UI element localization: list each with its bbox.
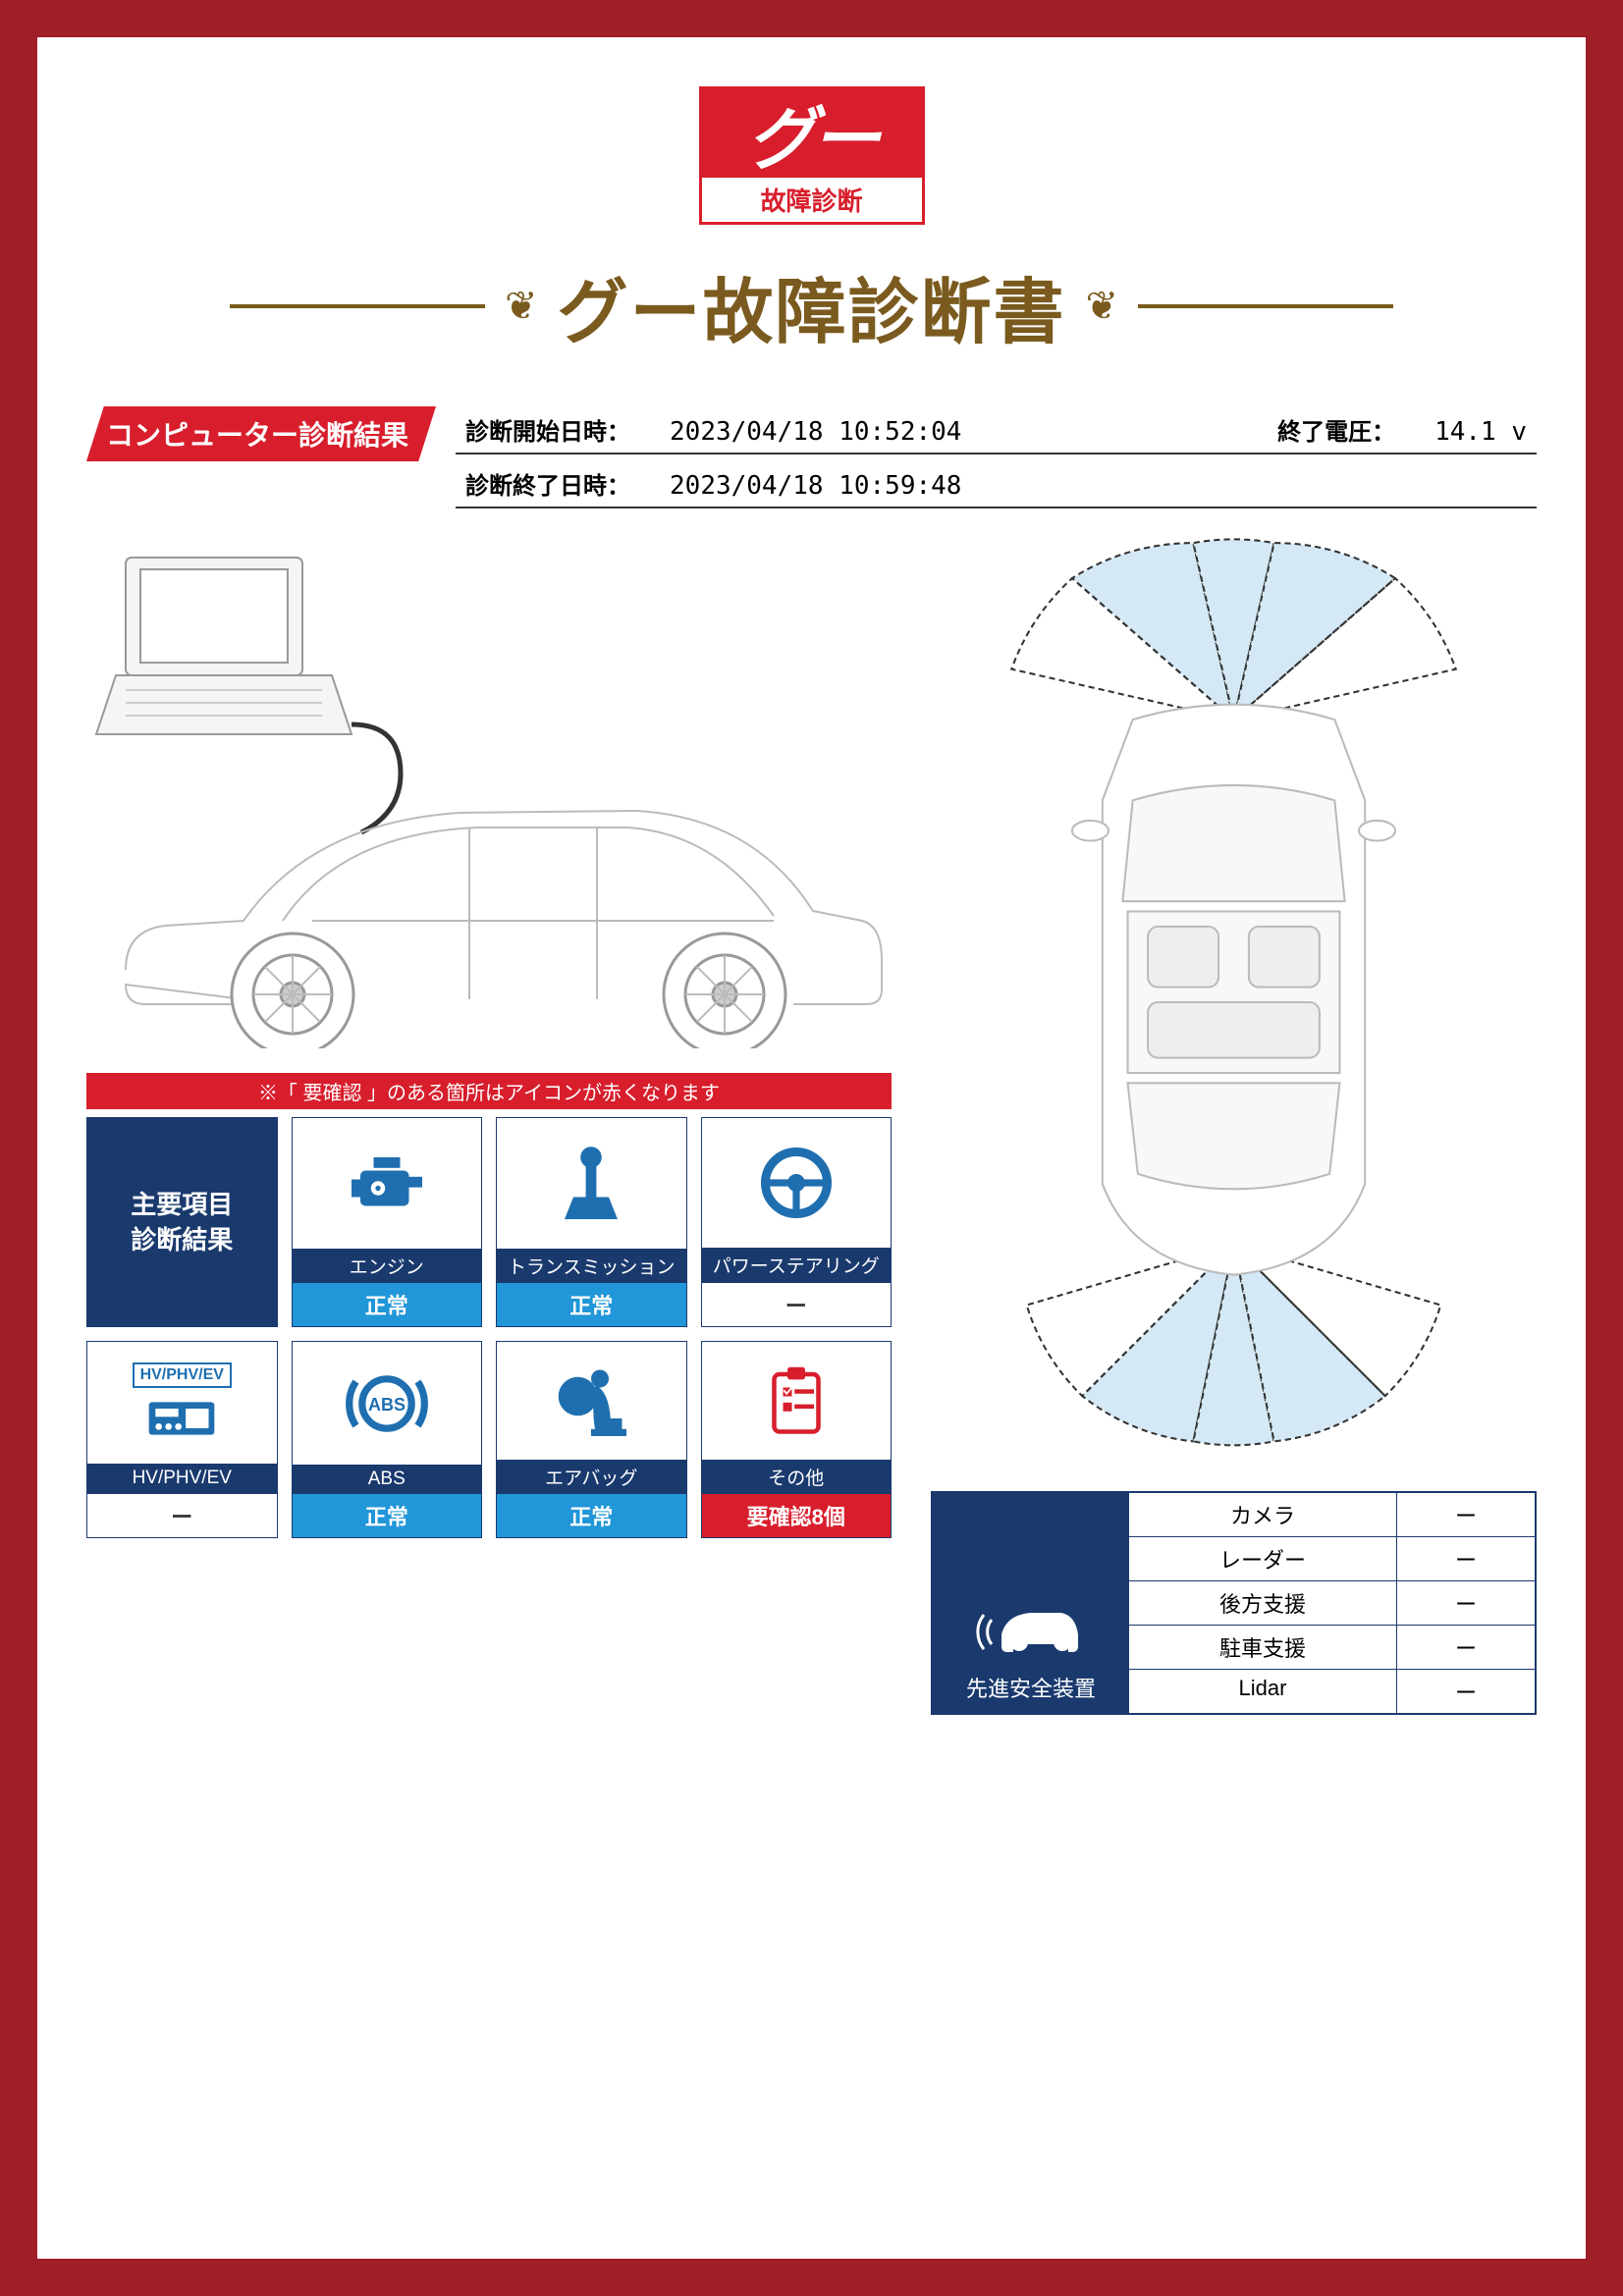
tile-status: 要確認8個 (702, 1494, 892, 1537)
certificate-frame: グー 故障診断 ❦ グー故障診断書 ❦ コンピューター診断結果 診断開始日時： … (0, 0, 1623, 2296)
brand-subtitle: 故障診断 (702, 178, 922, 222)
tile-transmission: トランスミッション 正常 (496, 1117, 687, 1327)
start-time-label: 診断開始日時： (465, 412, 630, 447)
safety-row: 駐車支援 ー (1129, 1626, 1535, 1670)
section-tab: コンピューター診断結果 (86, 406, 436, 461)
safety-table-header: 先進安全装置 (933, 1493, 1129, 1713)
tile-status: 正常 (497, 1283, 686, 1326)
safety-rows: カメラ ー レーダー ー 後方支援 ー 駐車支援 (1129, 1493, 1535, 1713)
tile-status: ー (702, 1282, 892, 1326)
title-rule-left (230, 304, 485, 308)
airbag-icon (497, 1342, 686, 1460)
tiles-header-label: 主要項目 診断結果 (87, 1118, 277, 1326)
car-sensor-icon (972, 1585, 1090, 1664)
tile-status: 正常 (497, 1494, 686, 1537)
tile-name: エンジン (293, 1249, 482, 1283)
abs-icon: ABS (293, 1342, 482, 1465)
svg-text:ABS: ABS (368, 1395, 406, 1415)
transmission-icon (497, 1118, 686, 1249)
safety-row: カメラ ー (1129, 1493, 1535, 1537)
tile-airbag: エアバッグ 正常 (496, 1341, 687, 1538)
engine-icon (293, 1118, 482, 1249)
safety-row-value: ー (1397, 1493, 1535, 1536)
tile-status: 正常 (293, 1283, 482, 1326)
tile-power-steering: パワーステアリング ー (701, 1117, 893, 1327)
steering-icon (702, 1118, 892, 1248)
diagnostic-tiles: 主要項目 診断結果 エンジン 正常 トランスミッション (86, 1117, 892, 1538)
hvphvev-icon: HV/PHV/EV (87, 1342, 277, 1464)
tile-name: パワーステアリング (702, 1248, 892, 1282)
page-content: グー 故障診断 ❦ グー故障診断書 ❦ コンピューター診断結果 診断開始日時： … (37, 37, 1586, 2259)
car-side-diagram: ※「 要確認 」のある箇所はアイコンが赤くなります 主要項目 診断結果 エンジン… (86, 538, 892, 1715)
title-rule-right (1138, 304, 1393, 308)
meta-row-start: 診断開始日時： 2023/04/18 10:52:04 終了電圧： 14.1 v (456, 406, 1537, 454)
safety-row-name: Lidar (1129, 1670, 1397, 1713)
tile-name: ABS (293, 1465, 482, 1494)
tile-status: ー (87, 1493, 277, 1537)
start-time-value: 2023/04/18 10:52:04 (670, 417, 961, 447)
safety-row-name: 後方支援 (1129, 1581, 1397, 1625)
brand-name: グー (747, 84, 877, 184)
flourish-icon: ❦ (505, 284, 538, 329)
tile-name: トランスミッション (497, 1249, 686, 1283)
safety-table: 先進安全装置 カメラ ー レーダー ー 後方支援 ー (931, 1491, 1537, 1715)
flourish-icon: ❦ (1086, 284, 1119, 329)
diagram-row: ※「 要確認 」のある箇所はアイコンが赤くなります 主要項目 診断結果 エンジン… (86, 538, 1537, 1715)
voltage-value: 14.1 v (1434, 417, 1527, 447)
safety-row-value: ー (1397, 1581, 1535, 1625)
safety-row-value: ー (1397, 1626, 1535, 1669)
tiles-header: 主要項目 診断結果 (86, 1117, 278, 1327)
safety-row-value: ー (1397, 1670, 1535, 1713)
tile-name: エアバッグ (497, 1460, 686, 1494)
meta-row-end: 診断終了日時： 2023/04/18 10:59:48 (456, 460, 1537, 508)
end-time-value: 2023/04/18 10:59:48 (670, 471, 961, 501)
safety-row-name: レーダー (1129, 1537, 1397, 1580)
page-title: グー故障診断書 (557, 254, 1065, 357)
safety-row: Lidar ー (1129, 1670, 1535, 1713)
safety-row: 後方支援 ー (1129, 1581, 1535, 1626)
tile-name: その他 (702, 1460, 892, 1494)
tile-engine: エンジン 正常 (292, 1117, 483, 1327)
other-icon (702, 1342, 892, 1460)
brand-logo: グー 故障診断 (699, 86, 925, 225)
title-row: ❦ グー故障診断書 ❦ (86, 254, 1537, 357)
end-time-label: 診断終了日時： (465, 466, 630, 501)
safety-row-value: ー (1397, 1537, 1535, 1580)
safety-row: レーダー ー (1129, 1537, 1535, 1581)
meta-section: コンピューター診断結果 診断開始日時： 2023/04/18 10:52:04 … (86, 406, 1537, 508)
tile-hv-phv-ev: HV/PHV/EV HV/PHV/EV ー (86, 1341, 278, 1538)
tile-name: HV/PHV/EV (87, 1464, 277, 1493)
safety-header-label: 先進安全装置 (966, 1672, 1096, 1703)
tile-other: その他 要確認8個 (701, 1341, 893, 1538)
safety-row-name: カメラ (1129, 1493, 1397, 1536)
tile-status: 正常 (293, 1494, 482, 1537)
safety-row-name: 駐車支援 (1129, 1626, 1397, 1669)
car-top-diagram: 先進安全装置 カメラ ー レーダー ー 後方支援 ー (931, 538, 1537, 1715)
notice-bar: ※「 要確認 」のある箇所はアイコンが赤くなります (86, 1073, 892, 1109)
voltage-label: 終了電圧： (1277, 412, 1395, 447)
tile-abs: ABS ABS 正常 (292, 1341, 483, 1538)
